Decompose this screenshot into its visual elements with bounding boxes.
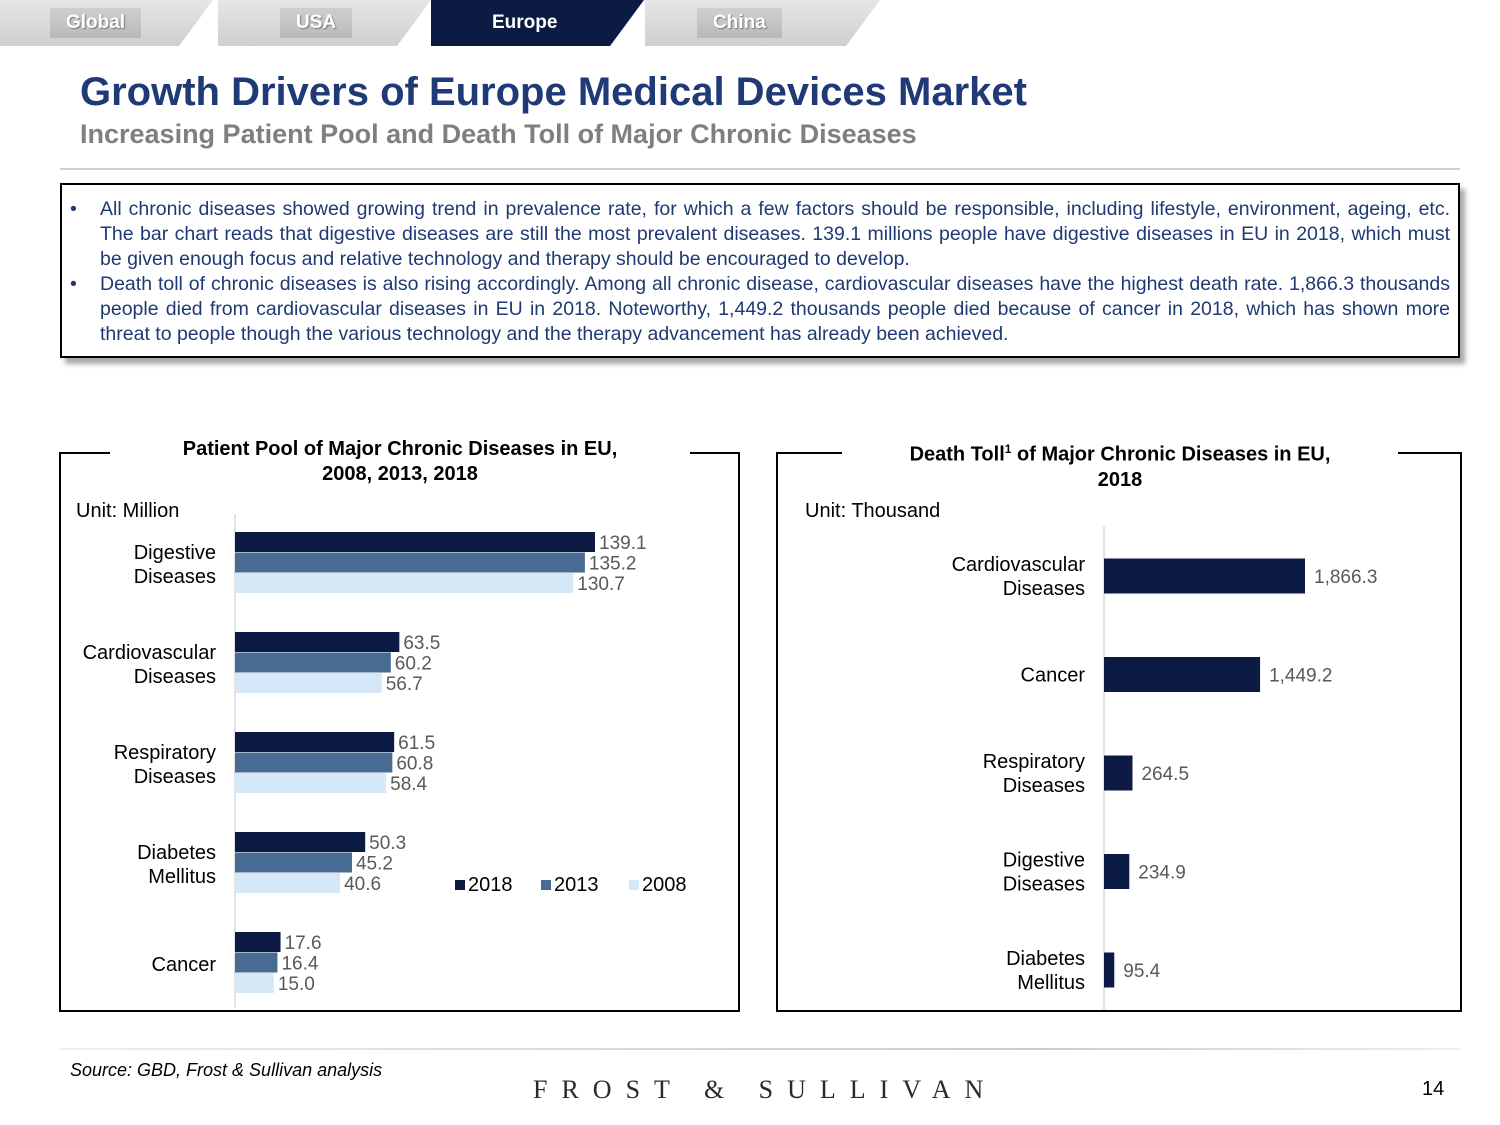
page-title: Growth Drivers of Europe Medical Devices… <box>80 70 1027 114</box>
bar-2008 <box>235 573 574 593</box>
legend-label-2013: 2013 <box>554 874 599 896</box>
data-label-2013: 45.2 <box>356 854 393 875</box>
patient-pool-chart: DigestiveDiseases139.1135.2130.7Cardiova… <box>83 514 687 1008</box>
bar-2008 <box>235 773 387 793</box>
category-label: Mellitus <box>1017 972 1085 994</box>
tab-global[interactable]: Global <box>0 0 213 46</box>
bar-2018 <box>235 932 281 952</box>
data-label-2013: 16.4 <box>281 954 318 975</box>
category-label: Diseases <box>134 766 216 788</box>
category-label: Mellitus <box>148 866 216 888</box>
category-label: Diseases <box>134 666 216 688</box>
brand-logo: FROST & SULLIVAN <box>533 1075 998 1104</box>
data-label-2013: 135.2 <box>589 554 637 575</box>
patient-pool-title-line2: 2008, 2013, 2018 <box>322 463 478 485</box>
bar-2013 <box>235 852 352 873</box>
bar-2013 <box>235 952 278 973</box>
category-label: Cancer <box>152 954 217 976</box>
bar-2008 <box>235 873 341 893</box>
category-label: Diabetes <box>137 842 216 864</box>
bar-2018 <box>1104 952 1115 988</box>
summary-bullet: • Death toll of chronic diseases is also … <box>70 273 1450 345</box>
category-label: Diseases <box>134 566 216 588</box>
death-toll-title-main: Death Toll <box>909 443 1005 466</box>
category-label: Diabetes <box>1006 948 1085 970</box>
region-tabs: Global USA Europe China <box>0 0 900 48</box>
data-label-2018: 234.9 <box>1138 863 1186 884</box>
data-label-2008: 15.0 <box>278 974 315 995</box>
data-label-2018: 50.3 <box>369 833 406 854</box>
data-label-2008: 58.4 <box>390 774 427 795</box>
tab-china[interactable]: China <box>645 0 880 46</box>
data-label-2018: 264.5 <box>1141 764 1189 785</box>
tab-europe[interactable]: Europe <box>431 0 644 46</box>
death-toll-title-rest: of Major Chronic Diseases in EU, <box>1011 443 1331 466</box>
data-label-2018: 63.5 <box>403 633 440 654</box>
page-subtitle: Increasing Patient Pool and Death Toll o… <box>80 119 917 149</box>
tab-europe-label: Europe <box>492 12 558 33</box>
source-note: Source: GBD, Frost & Sullivan analysis <box>70 1060 383 1080</box>
data-label-2018: 1,449.2 <box>1269 666 1332 687</box>
legend-swatch-2008 <box>629 880 639 890</box>
data-label-2018: 139.1 <box>599 533 647 554</box>
bar-2018 <box>1104 755 1133 791</box>
bar-2013 <box>235 652 391 673</box>
data-label-2008: 56.7 <box>386 674 423 695</box>
legend-swatch-2013 <box>541 880 551 890</box>
category-label: Digestive <box>1003 850 1085 872</box>
patient-pool-chart-title: Patient Pool of Major Chronic Diseases i… <box>110 437 690 487</box>
data-label-2008: 130.7 <box>577 574 625 595</box>
bar-2018 <box>235 832 366 852</box>
data-label-2018: 61.5 <box>398 733 435 754</box>
footnote-marker: 1 <box>1004 442 1012 456</box>
category-label: Diseases <box>1003 578 1085 600</box>
data-label-2018: 95.4 <box>1123 961 1160 982</box>
bar-2018 <box>235 732 395 752</box>
legend-label-2008: 2008 <box>642 874 687 896</box>
category-label: Diseases <box>1003 775 1085 797</box>
summary-bullet-text: All chronic diseases showed growing tren… <box>100 198 1450 270</box>
summary-bullet: • All chronic diseases showed growing tre… <box>70 198 1450 270</box>
bar-2018 <box>235 632 400 652</box>
data-label-2008: 40.6 <box>344 874 381 895</box>
data-label-2013: 60.2 <box>395 654 432 675</box>
data-label-2013: 60.8 <box>396 754 433 775</box>
bar-2013 <box>235 752 393 773</box>
tab-global-label: Global <box>50 8 141 38</box>
category-label: Cardiovascular <box>952 554 1086 576</box>
legend-swatch-2018 <box>455 880 465 890</box>
title-divider <box>60 168 1460 170</box>
death-toll-title-line2: 2018 <box>1097 468 1143 491</box>
tab-china-label: China <box>697 8 782 38</box>
summary-bullet-text: Death toll of chronic diseases is also r… <box>100 273 1450 345</box>
data-label-2018: 1,866.3 <box>1314 567 1377 588</box>
bar-2008 <box>235 973 274 993</box>
bar-2018 <box>1104 854 1130 889</box>
summary-box: • All chronic diseases showed growing tre… <box>60 183 1460 358</box>
category-label: Respiratory <box>983 751 1085 773</box>
bar-2013 <box>235 552 585 573</box>
bar-2018 <box>1104 558 1305 594</box>
category-label: Digestive <box>134 542 216 564</box>
tab-usa[interactable]: USA <box>218 0 431 46</box>
page-number: 14 <box>1422 1078 1445 1100</box>
category-label: Respiratory <box>114 742 216 764</box>
bar-2018 <box>235 532 595 552</box>
bar-2008 <box>235 673 382 693</box>
death-toll-unit: Unit: Thousand <box>805 500 941 522</box>
bar-2018 <box>1104 657 1261 692</box>
tab-usa-label: USA <box>280 8 352 38</box>
death-toll-chart-title: Death Toll1 of Major Chronic Diseases in… <box>842 437 1398 493</box>
category-label: Diseases <box>1003 874 1085 896</box>
category-label: Cancer <box>1021 665 1086 687</box>
patient-pool-title-line1: Patient Pool of Major Chronic Diseases i… <box>182 438 618 460</box>
data-label-2018: 17.6 <box>285 933 322 954</box>
footer-divider <box>60 1048 1460 1050</box>
category-label: Cardiovascular <box>83 642 217 664</box>
patient-pool-unit: Unit: Million <box>76 500 180 522</box>
legend-label-2018: 2018 <box>468 874 513 896</box>
death-toll-title-line1: Death Toll1 of Major Chronic Diseases in… <box>842 437 1398 468</box>
